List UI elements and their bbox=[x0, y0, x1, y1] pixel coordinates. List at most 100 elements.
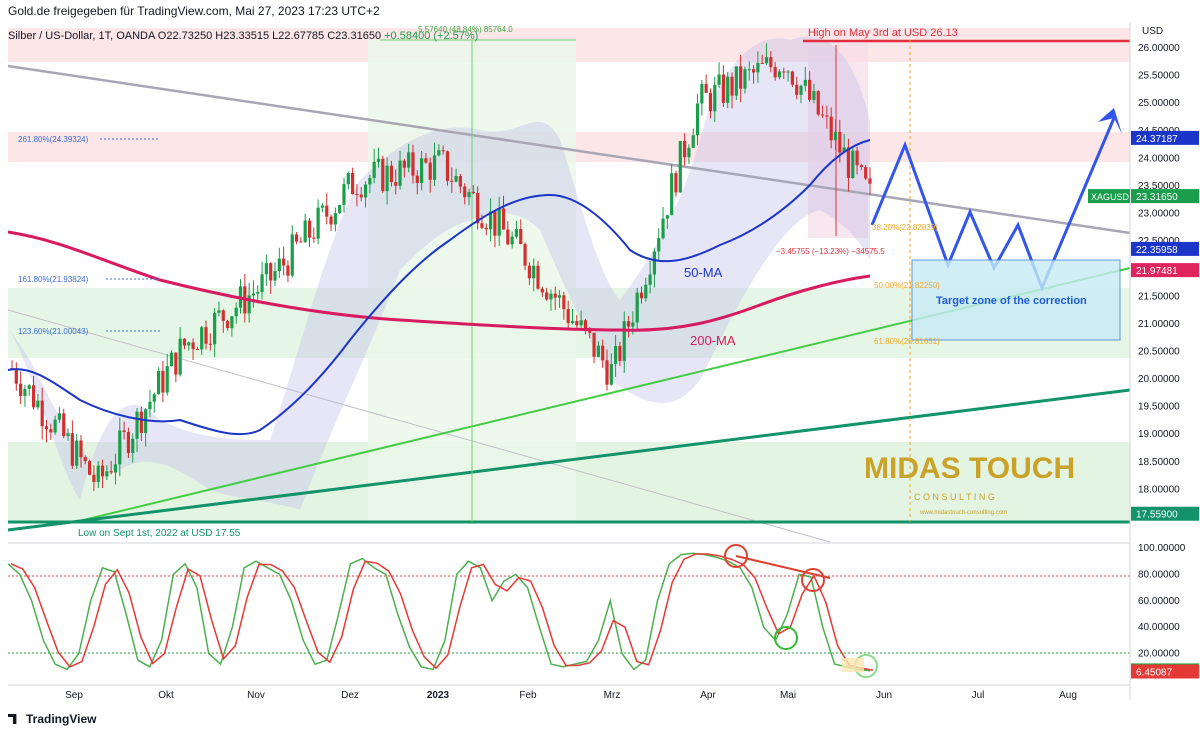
candle-body bbox=[217, 310, 221, 313]
candle-body bbox=[346, 172, 350, 185]
ohlc-close: C23.31650 bbox=[327, 30, 382, 42]
candle-body bbox=[579, 320, 583, 326]
grey-trendline bbox=[7, 64, 1131, 235]
drop-label: −3.45755 (−13.23%) −34575.5 bbox=[776, 247, 885, 256]
candle-body bbox=[859, 165, 863, 167]
candle-body bbox=[66, 433, 70, 437]
ma50-label: 50-MA bbox=[684, 265, 723, 280]
time-tick-label: Jul bbox=[972, 690, 985, 701]
candle-body bbox=[118, 430, 122, 465]
candle-body bbox=[545, 292, 549, 300]
price-tick-label: 23.50000 bbox=[1138, 181, 1180, 192]
price-tick-label: 20.50000 bbox=[1138, 346, 1180, 357]
stoch-d-line bbox=[10, 553, 874, 671]
candle-body bbox=[113, 464, 118, 473]
candle-body bbox=[381, 158, 385, 192]
price-tick-label: 25.00000 bbox=[1138, 98, 1180, 109]
candle-body bbox=[161, 370, 165, 393]
candle-body bbox=[570, 320, 575, 324]
thin-trendline bbox=[7, 309, 831, 543]
candle-body bbox=[450, 180, 454, 182]
candle-body bbox=[441, 150, 445, 152]
candle-body bbox=[695, 103, 700, 136]
candle-body bbox=[303, 220, 307, 243]
time-tick-label: Dez bbox=[341, 690, 359, 701]
candle-body bbox=[855, 150, 859, 166]
candle-body bbox=[402, 160, 406, 168]
candle-body bbox=[148, 401, 152, 410]
time-tick-label: Sep bbox=[65, 690, 83, 701]
candle-body bbox=[187, 342, 191, 346]
candle-body bbox=[803, 79, 807, 86]
candle-body bbox=[299, 241, 303, 243]
candle-body bbox=[497, 208, 501, 236]
candle-body bbox=[838, 131, 842, 153]
candle-body bbox=[419, 158, 424, 184]
price-badge bbox=[1131, 189, 1199, 204]
price-tick-label: 18.00000 bbox=[1138, 484, 1180, 495]
fib-161-label: 161.80%(21.93824) bbox=[18, 275, 89, 284]
candle-body bbox=[247, 295, 251, 314]
candle-body bbox=[83, 457, 87, 462]
price-tick-label: 19.00000 bbox=[1138, 429, 1180, 440]
candle-body bbox=[782, 71, 786, 73]
candle-body bbox=[704, 84, 708, 93]
tradingview-footer[interactable]: TradingView bbox=[8, 712, 96, 726]
time-tick-label: Aug bbox=[1059, 690, 1077, 701]
candle-body bbox=[756, 62, 760, 73]
osc-tick-label: 20.00000 bbox=[1138, 649, 1180, 660]
candle-body bbox=[471, 191, 475, 194]
candle-body bbox=[790, 71, 794, 85]
candle-body bbox=[687, 147, 691, 158]
candle-body bbox=[225, 320, 230, 329]
candle-body bbox=[333, 213, 337, 225]
candle-body bbox=[713, 84, 717, 112]
candle-body bbox=[605, 360, 609, 385]
candle-body bbox=[510, 236, 514, 245]
candle-body bbox=[282, 258, 286, 266]
candle-body bbox=[191, 342, 195, 350]
candle-body bbox=[411, 152, 415, 176]
candle-body bbox=[156, 370, 161, 395]
candle-body bbox=[639, 292, 644, 299]
candle-body bbox=[670, 173, 674, 216]
candle-body bbox=[19, 383, 23, 396]
osc-ticks: 100.00000 80.00000 60.00000 40.00000 20.0000… bbox=[1138, 543, 1186, 660]
time-tick-label: Okt bbox=[158, 690, 174, 701]
candle-body bbox=[833, 131, 838, 141]
candle-body bbox=[53, 419, 57, 433]
candle-body bbox=[424, 158, 428, 163]
candle-body bbox=[230, 316, 234, 329]
measure-label: 5.57640 (48.84%) 85764.0 bbox=[418, 25, 513, 34]
candle-body bbox=[294, 234, 299, 242]
candle-body bbox=[70, 433, 74, 466]
candle-body bbox=[368, 177, 372, 185]
candle-body bbox=[488, 211, 493, 230]
logo-sub: C O N S U L T I N G bbox=[914, 492, 995, 502]
ma50-line bbox=[7, 139, 871, 436]
candle-body bbox=[75, 440, 79, 466]
logo-url: www.midastouch-consulting.com bbox=[919, 510, 1007, 516]
candle-body bbox=[665, 215, 669, 219]
candle-body bbox=[57, 413, 62, 420]
candle-body bbox=[786, 71, 790, 73]
osc-tick-label: 60.00000 bbox=[1138, 596, 1180, 607]
candle-body bbox=[428, 162, 432, 180]
price-tick-label: 24.00000 bbox=[1138, 153, 1180, 164]
candle-body bbox=[62, 413, 66, 437]
candle-body bbox=[277, 258, 281, 272]
candle-body bbox=[842, 147, 846, 153]
candle-body bbox=[635, 292, 639, 323]
drop-range bbox=[808, 42, 868, 238]
low-annotation: Low on Sept 1st, 2022 at USD 17.55 bbox=[78, 528, 241, 539]
symbol-name: Silber / US-Dollar, 1T, OANDA bbox=[8, 30, 155, 42]
candle-body bbox=[769, 57, 773, 68]
candle-body bbox=[523, 244, 527, 266]
osc-circle-green-1 bbox=[774, 626, 798, 650]
price-axis-bg bbox=[1130, 0, 1200, 732]
candle-body bbox=[445, 151, 450, 181]
price-badges: 24.37187 23.31650 XAGUSD 22.35958 21.97481 17… bbox=[1088, 130, 1199, 679]
candle-body bbox=[23, 388, 27, 396]
candle-body bbox=[88, 461, 92, 475]
